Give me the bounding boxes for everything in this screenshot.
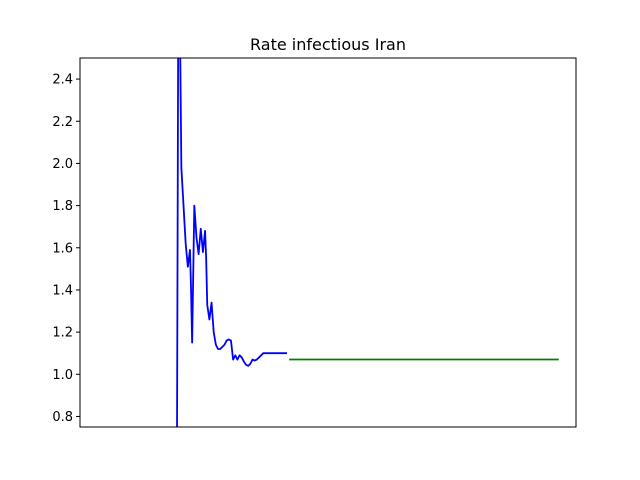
series-line-1 [176, 58, 288, 427]
y-tick-label: 1.0 [52, 368, 73, 383]
y-tick-label: 2.0 [52, 157, 73, 172]
chart-title: Rate infectious Iran [250, 35, 406, 54]
y-tick-label: 1.4 [52, 283, 73, 298]
y-axis: 0.8 1.0 1.2 1.4 1.6 1.8 2.0 2.2 2.4 [52, 73, 80, 425]
y-tick-label: 2.2 [52, 115, 73, 130]
y-tick-label: 1.6 [52, 241, 73, 256]
y-tick-label: 1.2 [52, 326, 73, 341]
y-tick-label: 0.8 [52, 410, 73, 425]
y-tick-label: 2.4 [52, 73, 73, 88]
series-layer [176, 58, 559, 427]
y-tick-label: 1.8 [52, 199, 73, 214]
plot-frame [79, 57, 577, 428]
